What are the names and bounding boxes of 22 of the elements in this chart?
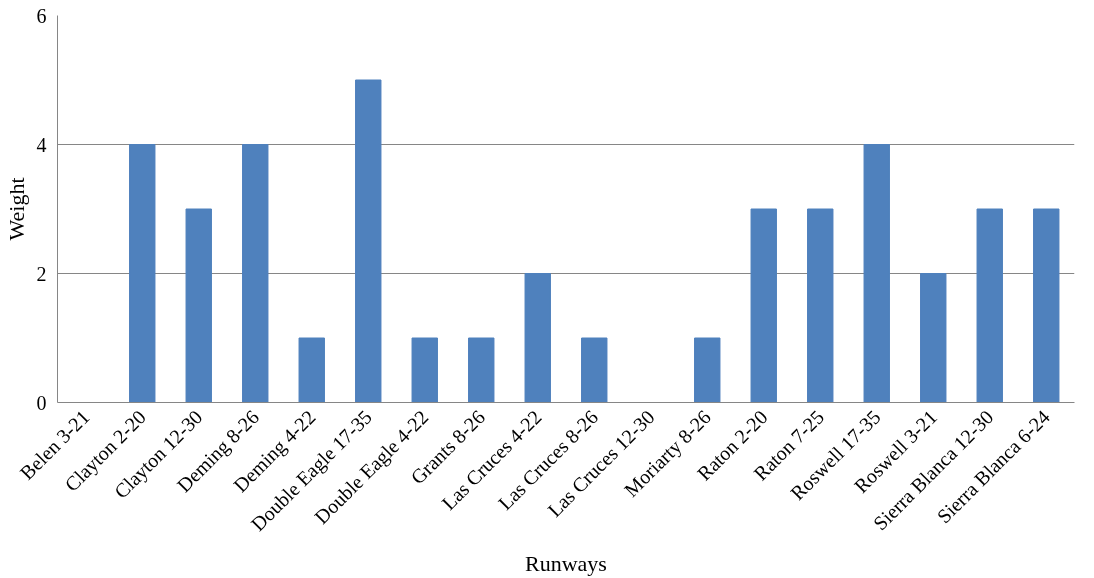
bar: [242, 144, 269, 403]
bar: [581, 337, 608, 403]
bar: [750, 208, 777, 403]
bar: [863, 144, 890, 403]
bar: [355, 79, 382, 403]
y-axis-title: Weight: [3, 177, 29, 241]
x-axis-title: Runways: [525, 550, 607, 576]
bar: [129, 144, 156, 403]
y-tick-label: 0: [36, 391, 47, 414]
bar: [976, 208, 1003, 403]
y-tick-label: 2: [36, 262, 47, 285]
y-tick-label: 6: [36, 4, 47, 27]
bar: [298, 337, 325, 403]
bar: [694, 337, 721, 403]
bar: [524, 273, 551, 403]
bar: [185, 208, 212, 403]
y-tick-label: 4: [36, 133, 47, 156]
bar: [411, 337, 438, 403]
bar: [468, 337, 495, 403]
bar: [1033, 208, 1060, 403]
bar: [920, 273, 947, 403]
bar: [807, 208, 834, 403]
